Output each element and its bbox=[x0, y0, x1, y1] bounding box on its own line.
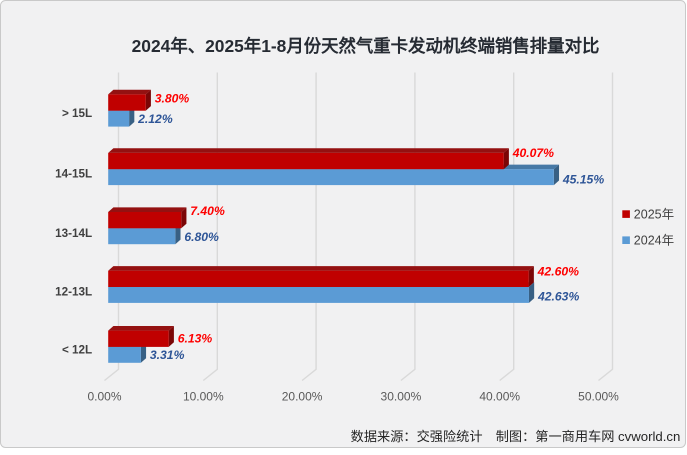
value-label-2024: 42.63% bbox=[537, 289, 579, 303]
x-tick-label: 10.00% bbox=[183, 390, 224, 404]
bar-2025-1-side-face bbox=[503, 148, 509, 170]
bar-2025-0-top-face bbox=[108, 89, 151, 95]
bar-series bbox=[108, 89, 560, 363]
x-tick-label: 0.00% bbox=[87, 390, 121, 404]
bar-2024-4-side-face bbox=[140, 342, 147, 363]
value-label-2024: 3.31% bbox=[150, 348, 185, 362]
legend-swatch bbox=[622, 236, 630, 244]
bar-2024-1-side-face bbox=[553, 164, 560, 186]
bar-2025-2-top-face bbox=[108, 207, 187, 212]
bar-2025-1-top-face bbox=[108, 148, 509, 153]
bar-2024-1-front-face bbox=[108, 169, 554, 186]
bar-2025-2-front-face bbox=[108, 212, 182, 229]
bar-2025-4-top-face bbox=[108, 326, 174, 331]
legend-item: 2025年 bbox=[622, 208, 674, 222]
category-label: 12-13L bbox=[55, 286, 92, 299]
footer-credit: 数据来源：交强险统计 制图：第一商用车网 cvworld.cn bbox=[351, 428, 681, 444]
category-axis-labels: > 15L 14-15L 13-14L 12-13L < 12L bbox=[55, 107, 92, 356]
x-tick-label: 40.00% bbox=[479, 390, 520, 404]
bar-2024-4-front-face bbox=[108, 346, 141, 363]
bar-2025-1 bbox=[108, 148, 509, 170]
bar-2024-3-side-face bbox=[528, 282, 535, 303]
value-label-2025: 3.80% bbox=[155, 91, 190, 105]
value-label-2025: 42.60% bbox=[537, 265, 579, 279]
bar-2025-3 bbox=[108, 266, 534, 287]
legend-item: 2024年 bbox=[622, 234, 674, 248]
value-label-2024: 6.80% bbox=[184, 230, 219, 244]
bar-2024-2-front-face bbox=[108, 228, 176, 245]
bar-2025-4 bbox=[108, 326, 174, 347]
value-label-2025: 6.13% bbox=[178, 332, 213, 346]
bar-2024-0-side-face bbox=[129, 106, 135, 127]
legend-label: 2025年 bbox=[634, 208, 674, 222]
value-label-2024: 2.12% bbox=[137, 112, 173, 126]
bar-2025-3-top-face bbox=[108, 266, 534, 271]
bar-2024-3-front-face bbox=[108, 287, 529, 303]
x-tick-label: 20.00% bbox=[282, 390, 323, 404]
bar-2025-4-front-face bbox=[108, 330, 169, 347]
value-labels: 3.80% 2.12% 40.07% 45.15% 7.40% 6.80% 42.60% 42… bbox=[137, 91, 604, 362]
bar-2025-4-side-face bbox=[168, 326, 174, 347]
category-label: > 15L bbox=[62, 107, 92, 120]
chart-title: 2024年、2025年1-8月份天然气重卡发动机终端销售排量对比 bbox=[132, 36, 600, 56]
bar-2025-1-front-face bbox=[108, 152, 504, 170]
bar-2025-2-side-face bbox=[181, 207, 187, 229]
bar-2025-3-side-face bbox=[528, 266, 534, 287]
value-label-2025: 40.07% bbox=[512, 146, 554, 160]
gridline bbox=[598, 72, 614, 382]
bar-2025-0 bbox=[108, 89, 151, 111]
x-axis-tick-labels: 0.00% 10.00% 20.00% 30.00% 40.00% 50.00% bbox=[87, 390, 619, 404]
legend-label: 2024年 bbox=[634, 234, 674, 248]
bar-2024-2-side-face bbox=[175, 223, 181, 245]
x-tick-label: 30.00% bbox=[381, 390, 422, 404]
bar-2024-0-front-face bbox=[108, 110, 130, 127]
value-label-2024: 45.15% bbox=[562, 173, 604, 187]
x-tick-label: 50.00% bbox=[578, 390, 619, 404]
category-label: < 12L bbox=[62, 344, 92, 357]
bar-2025-0-front-face bbox=[108, 94, 146, 111]
legend: 2025年 2024年 bbox=[622, 208, 674, 248]
legend-swatch bbox=[622, 210, 630, 218]
category-label: 13-14L bbox=[55, 227, 92, 240]
bar-2025-3-front-face bbox=[108, 270, 529, 287]
category-label: 14-15L bbox=[55, 168, 92, 181]
bar-2025-2 bbox=[108, 207, 187, 229]
value-label-2025: 7.40% bbox=[190, 204, 225, 218]
bar-2025-0-side-face bbox=[145, 89, 151, 111]
